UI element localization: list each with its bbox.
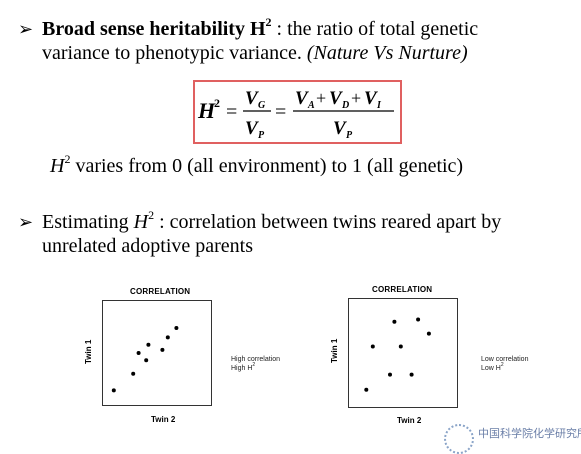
scatter-point — [416, 317, 421, 322]
nature-nurture-note: (Nature Vs Nurture) — [306, 42, 468, 64]
scatter-point — [409, 372, 414, 377]
scatter-point — [426, 331, 431, 336]
plot-area — [348, 298, 458, 408]
formula-graphic: H 2 = V G V P = V A + V D + V I V P — [197, 88, 394, 141]
arrow-bullet-icon: ➢ — [18, 19, 34, 39]
svg-text:V: V — [329, 88, 343, 109]
points-layer — [364, 317, 431, 392]
scatter-point — [392, 319, 397, 324]
plot-note: Low correlation Low H2 — [481, 356, 529, 372]
svg-text:I: I — [376, 100, 382, 111]
plot-note: High correlation High H2 — [231, 356, 281, 372]
x-axis-label: Twin 2 — [397, 416, 422, 425]
svg-text:V: V — [364, 88, 378, 109]
heritability-formula: H 2 = V G V P = V A + V D + V I V P — [193, 80, 402, 144]
arrow-bullet-icon: ➢ — [18, 212, 34, 232]
institute-seal-icon — [444, 424, 474, 454]
scatter-point — [174, 326, 179, 330]
svg-text:2: 2 — [214, 96, 220, 110]
svg-text:=: = — [275, 101, 286, 123]
svg-text:A: A — [307, 100, 315, 111]
formula-lhs: H — [197, 98, 216, 123]
plot-title: CORRELATION — [130, 287, 191, 296]
scatter-point — [111, 388, 116, 393]
svg-text:P: P — [258, 130, 265, 141]
svg-text:+: + — [351, 88, 361, 108]
svg-text:G: G — [258, 100, 266, 111]
svg-text:V: V — [333, 118, 347, 139]
footer-institute-text: 中国科学院化学研究所 — [478, 427, 581, 440]
heritability-term: Broad sense heritability H — [42, 18, 266, 40]
svg-text:V: V — [245, 118, 259, 139]
scatter-point — [144, 358, 149, 363]
plot-area — [102, 300, 212, 406]
y-axis-label: Twin 1 — [84, 339, 93, 364]
scatter-point — [388, 372, 392, 377]
x-axis-label: Twin 2 — [151, 415, 176, 424]
scatter-point — [131, 371, 136, 376]
heritability-range: H2 varies from 0 (all environment) to 1 … — [50, 152, 464, 177]
plot-title: CORRELATION — [372, 285, 433, 294]
scatter-point — [146, 342, 151, 347]
svg-text:D: D — [341, 100, 349, 111]
scatter-point — [165, 335, 170, 340]
scatter-point — [398, 344, 403, 349]
scatter-point — [364, 387, 369, 392]
points-layer — [111, 326, 179, 393]
svg-text:V: V — [295, 88, 309, 109]
scatter-point — [136, 351, 141, 355]
svg-text:P: P — [346, 130, 353, 141]
scatter-point — [370, 344, 375, 349]
svg-text:=: = — [226, 101, 237, 123]
svg-text:V: V — [245, 88, 259, 109]
y-axis-label: Twin 1 — [330, 338, 339, 363]
scatter-point — [160, 347, 165, 352]
svg-text:+: + — [316, 88, 326, 108]
